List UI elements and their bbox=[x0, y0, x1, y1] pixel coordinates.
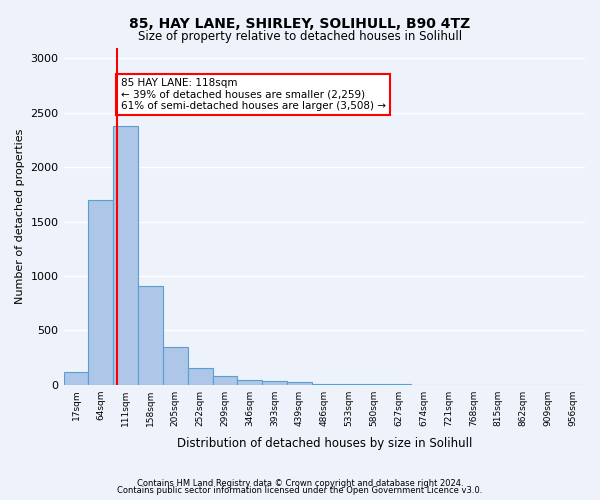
Text: Contains public sector information licensed under the Open Government Licence v3: Contains public sector information licen… bbox=[118, 486, 482, 495]
Bar bbox=[88, 200, 113, 384]
X-axis label: Distribution of detached houses by size in Solihull: Distribution of detached houses by size … bbox=[176, 437, 472, 450]
Text: 85, HAY LANE, SHIRLEY, SOLIHULL, B90 4TZ: 85, HAY LANE, SHIRLEY, SOLIHULL, B90 4TZ bbox=[130, 18, 470, 32]
Text: 85 HAY LANE: 118sqm
← 39% of detached houses are smaller (2,259)
61% of semi-det: 85 HAY LANE: 118sqm ← 39% of detached ho… bbox=[121, 78, 386, 111]
Y-axis label: Number of detached properties: Number of detached properties bbox=[15, 128, 25, 304]
Bar bbox=[138, 286, 163, 384]
Bar bbox=[238, 380, 262, 384]
Text: Contains HM Land Registry data © Crown copyright and database right 2024.: Contains HM Land Registry data © Crown c… bbox=[137, 478, 463, 488]
Text: Size of property relative to detached houses in Solihull: Size of property relative to detached ho… bbox=[138, 30, 462, 43]
Bar bbox=[113, 126, 138, 384]
Bar bbox=[64, 372, 88, 384]
Bar bbox=[212, 376, 238, 384]
Bar bbox=[188, 368, 212, 384]
Bar bbox=[287, 382, 312, 384]
Bar bbox=[163, 346, 188, 385]
Bar bbox=[262, 382, 287, 384]
